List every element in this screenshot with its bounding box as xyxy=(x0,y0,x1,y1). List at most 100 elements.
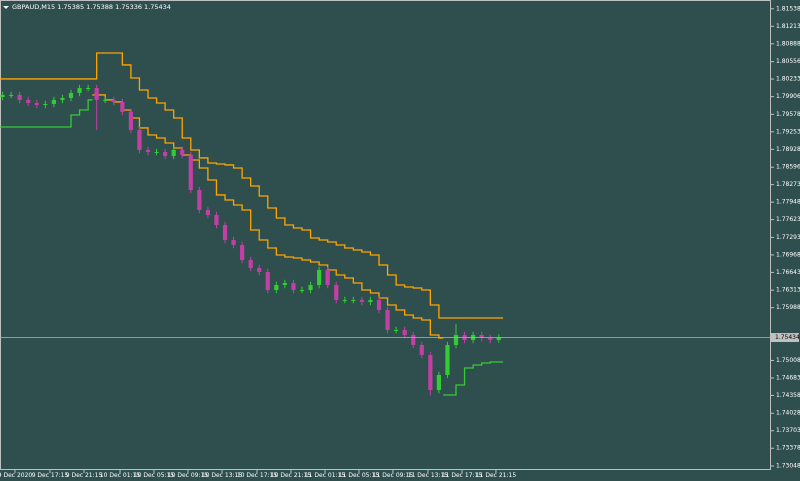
candle-body xyxy=(385,309,390,330)
y-tick-label: 1.75988 xyxy=(776,304,800,311)
plot-layer: 1.81538 1.81213 1.80888 1.80556 1.80233 1.799… xyxy=(0,5,800,479)
y-tick-label: 1.79906 xyxy=(776,93,800,100)
candle-body xyxy=(257,267,262,272)
candle-body xyxy=(145,149,151,152)
candle-body xyxy=(51,99,56,104)
x-tick-label: 11 Dec 09:15 xyxy=(373,472,414,479)
y-tick-label: 1.78596 xyxy=(776,164,800,171)
x-tick-label: 10 Dec 13:15 xyxy=(202,472,243,479)
menu-arrow[interactable] xyxy=(3,6,9,9)
y-tick-label: 1.74028 xyxy=(776,410,800,417)
plot-frame xyxy=(0,0,771,470)
y-tick-label: 1.77948 xyxy=(776,199,800,206)
candle-body xyxy=(394,329,399,331)
x-tick-label: 9 Dec 2020 xyxy=(0,472,32,479)
candle-body xyxy=(34,102,39,105)
candle-body xyxy=(180,149,185,155)
candle-body xyxy=(154,151,159,153)
x-tick-label: 10 Dec 01:15 xyxy=(100,472,141,479)
candle-body xyxy=(334,285,339,300)
y-tick-label: 1.76968 xyxy=(776,251,800,258)
candle-body xyxy=(137,129,142,150)
y-tick-label: 1.73048 xyxy=(776,463,800,470)
y-tick-label: 1.80556 xyxy=(776,58,800,65)
indicator-line xyxy=(0,99,93,128)
candle-body xyxy=(325,269,330,286)
candle-body xyxy=(265,271,270,291)
price-label-box xyxy=(771,333,799,343)
x-tick-label: 11 Dec 21:15 xyxy=(476,472,517,479)
candle-body xyxy=(411,334,416,346)
candle-body xyxy=(128,111,133,130)
x-tick-label: 11 Dec 05:15 xyxy=(339,472,380,479)
candle-body xyxy=(120,101,125,112)
candle-body xyxy=(479,334,484,338)
candle-body xyxy=(103,99,108,101)
y-tick-label: 1.74683 xyxy=(776,374,800,381)
y-tick-label: 1.79578 xyxy=(776,111,800,118)
candle-body xyxy=(282,283,287,286)
x-tick-label: 10 Dec 09:15 xyxy=(168,472,209,479)
y-tick-label: 1.81213 xyxy=(776,23,800,30)
candle-body xyxy=(402,329,407,335)
candle-body xyxy=(214,214,219,226)
indicator-line xyxy=(0,52,504,319)
y-tick-label: 1.77293 xyxy=(776,234,800,241)
candle-body xyxy=(222,225,228,240)
candle-body xyxy=(86,88,91,90)
candle-body xyxy=(488,337,493,340)
candle-body xyxy=(17,94,22,100)
candle-body xyxy=(274,285,279,291)
candle-body xyxy=(163,151,168,156)
y-tick-label: 1.80233 xyxy=(776,76,800,83)
y-tick-label: 1.78928 xyxy=(776,146,800,153)
candle-body xyxy=(359,299,364,302)
candle-body xyxy=(43,103,48,105)
candle-body xyxy=(248,260,253,268)
x-tick-label: 10 Dec 21:15 xyxy=(271,472,312,479)
candle-body xyxy=(68,92,74,98)
candle-body xyxy=(231,239,236,245)
y-tick-label: 1.73703 xyxy=(776,427,800,434)
x-tick-label: 9 Dec 17:15 xyxy=(32,472,69,479)
candle-body xyxy=(240,244,245,261)
y-tick-label: 1.76643 xyxy=(776,269,800,276)
price-label: 1.75434 xyxy=(775,334,800,341)
candle-body xyxy=(368,299,373,302)
candle-body xyxy=(342,299,347,301)
y-tick-label: 1.73378 xyxy=(776,445,800,452)
x-tick-label: 11 Dec 17:15 xyxy=(442,472,483,479)
candle-body xyxy=(308,285,313,291)
candle-body xyxy=(0,94,5,97)
y-tick-label: 1.76313 xyxy=(776,287,800,294)
chart-title: GBPAUD,M15 1.75385 1.75388 1.75336 1.754… xyxy=(12,3,171,11)
y-tick-label: 1.79253 xyxy=(776,128,800,135)
indicator-line xyxy=(92,94,444,339)
candle-body xyxy=(436,374,441,391)
candle-body xyxy=(111,99,116,102)
candle-body xyxy=(77,88,82,93)
candle-body xyxy=(317,269,322,286)
candle-body xyxy=(496,337,501,340)
y-tick-label: 1.80888 xyxy=(776,40,800,47)
candle-body xyxy=(376,299,382,310)
candle-body xyxy=(205,209,210,215)
candle-body xyxy=(428,355,433,391)
candle-body xyxy=(299,290,305,292)
candle-body xyxy=(9,94,14,96)
candle-body xyxy=(291,283,296,291)
candle-body xyxy=(453,334,459,346)
candle-body xyxy=(188,154,193,191)
candle-body xyxy=(445,345,450,375)
indicator-line xyxy=(443,361,504,396)
x-tick-label: 10 Dec 17:15 xyxy=(237,472,278,479)
x-tick-label: 9 Dec 21:15 xyxy=(66,472,103,479)
x-tick-label: 11 Dec 01:15 xyxy=(305,472,346,479)
candle-body xyxy=(171,149,176,156)
x-tick-label: 10 Dec 05:15 xyxy=(134,472,175,479)
candle-body xyxy=(351,299,356,301)
y-tick-label: 1.81538 xyxy=(776,5,800,12)
candle-body xyxy=(60,97,65,100)
